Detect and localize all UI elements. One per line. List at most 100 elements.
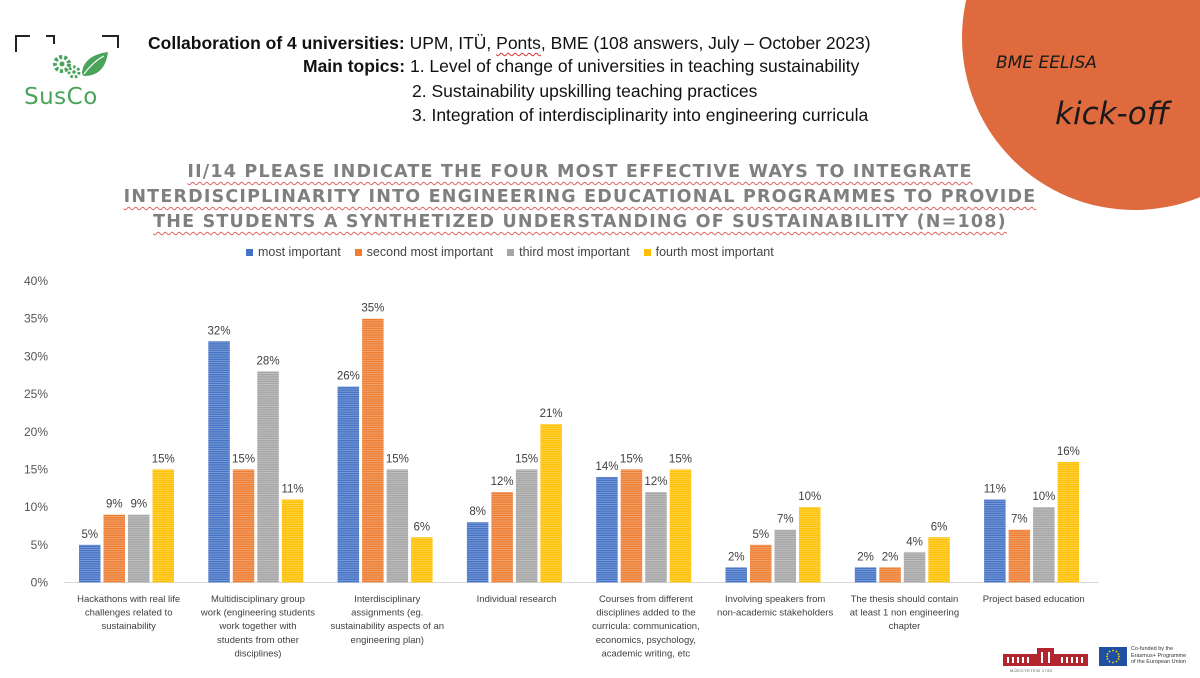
legend-label: most important xyxy=(258,245,341,259)
data-label: 5% xyxy=(81,529,98,541)
category-label: engineering plan) xyxy=(351,635,424,646)
chart-title: II/14 PLEASE INDICATE THE FOUR MOST EFFE… xyxy=(110,160,1050,235)
data-label: 26% xyxy=(337,371,360,383)
data-label: 15% xyxy=(232,453,255,465)
data-label: 7% xyxy=(777,514,794,526)
category-label: sustainability xyxy=(101,621,156,632)
data-label: 8% xyxy=(469,506,486,518)
category-label: disciplines) xyxy=(234,648,281,659)
bar xyxy=(1008,529,1031,583)
y-tick-label: 25% xyxy=(24,387,48,401)
data-label: 32% xyxy=(208,325,231,337)
collab-post: , BME (108 answers, July – October 2023) xyxy=(540,33,871,53)
collab-label: Collaboration of 4 universities: xyxy=(148,33,405,53)
bar xyxy=(854,567,877,583)
eu-text-line: of the European Union xyxy=(1131,659,1187,665)
legend-item-fourth-most-important: fourth most important xyxy=(643,245,774,259)
bar xyxy=(466,522,489,583)
eu-text-line: Co-funded by the xyxy=(1131,646,1174,652)
category-label: challenges related to xyxy=(85,608,173,619)
category-label: work together with xyxy=(218,621,296,632)
data-label: 12% xyxy=(644,476,667,488)
category-label: non-academic stakeholders xyxy=(717,608,833,619)
category-label: Project based education xyxy=(983,594,1085,605)
legend-swatch xyxy=(354,248,362,256)
topic-1: 1. Level of change of universities in te… xyxy=(409,56,860,76)
eu-text-line: Erasmus+ Programme xyxy=(1131,652,1187,659)
gears-leaf-icon xyxy=(53,52,108,79)
bar xyxy=(128,514,150,583)
bar xyxy=(152,469,174,583)
data-label: 12% xyxy=(491,476,514,488)
category-label: Interdisciplinary xyxy=(354,594,420,605)
y-tick-label: 10% xyxy=(24,500,48,514)
data-label: 5% xyxy=(752,529,769,541)
bar xyxy=(725,567,747,583)
bar xyxy=(750,544,772,583)
data-label: 14% xyxy=(595,461,618,473)
legend-label: fourth most important xyxy=(655,245,774,259)
bar xyxy=(903,552,926,583)
y-tick-label: 40% xyxy=(24,274,48,288)
data-label: 15% xyxy=(386,453,409,465)
bar-chart: 0% 5% 10% 15% 20% 25% 30% 35% 40% 5% 9% 9% 15% Hackat… xyxy=(24,274,1099,659)
y-tick-label: 30% xyxy=(24,349,48,363)
data-label: 6% xyxy=(931,521,948,533)
data-label: 2% xyxy=(882,551,899,563)
data-label: 28% xyxy=(257,355,280,367)
data-label: 10% xyxy=(798,491,821,503)
category-label: academic writing, etc xyxy=(601,648,690,659)
bar xyxy=(1057,461,1080,583)
legend-swatch xyxy=(643,248,651,256)
bar xyxy=(1033,507,1055,583)
legend-label: third most important xyxy=(519,245,630,259)
topic-3: 3. Integration of interdisciplinarity in… xyxy=(412,105,869,125)
bar xyxy=(645,492,667,583)
data-label: 11% xyxy=(984,484,1006,496)
category-label: Hackathons with real life xyxy=(77,594,180,605)
chart-title-line-3: THE STUDENTS A SYNTHETIZED UNDERSTANDING… xyxy=(153,212,1007,232)
bar xyxy=(596,476,618,583)
bar xyxy=(669,469,692,583)
bar xyxy=(79,544,101,583)
category-label: sustainability aspects of an xyxy=(330,621,444,632)
bme-building-logo xyxy=(1003,648,1088,666)
category-label: work (engineering students xyxy=(200,608,315,619)
bar xyxy=(362,318,384,583)
bar xyxy=(411,537,433,583)
data-label: 15% xyxy=(669,453,692,465)
category-label: students from other xyxy=(217,635,299,646)
data-label: 15% xyxy=(515,453,538,465)
data-label: 7% xyxy=(1011,514,1028,526)
collab-ponts: Ponts xyxy=(496,33,541,53)
category-label: Individual research xyxy=(477,594,557,605)
category-label: disciplines added to the xyxy=(596,608,695,619)
category-label: economics, psychology, xyxy=(596,635,696,646)
topics-line: Main topics: 1. Level of change of unive… xyxy=(303,56,859,77)
topic-2: 2. Sustainability upskilling teaching pr… xyxy=(412,81,758,101)
chart-legend: most important second most important thi… xyxy=(246,245,774,259)
data-label: 35% xyxy=(361,303,384,315)
eu-cofunded-text: Co-funded by the Erasmus+ Programme of t… xyxy=(1131,646,1191,666)
bar xyxy=(257,371,279,583)
data-label: 15% xyxy=(152,453,175,465)
data-label: 2% xyxy=(857,551,874,563)
data-label: 10% xyxy=(1032,491,1055,503)
legend-item-second-most-important: second most important xyxy=(354,245,493,259)
data-label: 2% xyxy=(728,551,745,563)
category-label: Multidisciplinary group xyxy=(211,594,305,605)
bme-text: MŰEGYETEM 1782 xyxy=(1010,668,1053,673)
legend-item-most-important: most important xyxy=(246,245,341,259)
bar xyxy=(928,537,950,583)
category-label: chapter xyxy=(889,621,921,632)
legend-swatch xyxy=(507,248,515,256)
y-tick-label: 0% xyxy=(31,576,49,590)
eu-flag-icon xyxy=(1099,647,1127,666)
bar xyxy=(103,514,125,583)
chart-title-line-2: INTERDISCIPLINARITY INTO ENGINEERING EDU… xyxy=(123,187,1037,207)
bar xyxy=(774,529,796,583)
data-label: 6% xyxy=(414,521,431,533)
bar xyxy=(540,424,562,583)
logo-text: SusCo xyxy=(24,84,98,110)
